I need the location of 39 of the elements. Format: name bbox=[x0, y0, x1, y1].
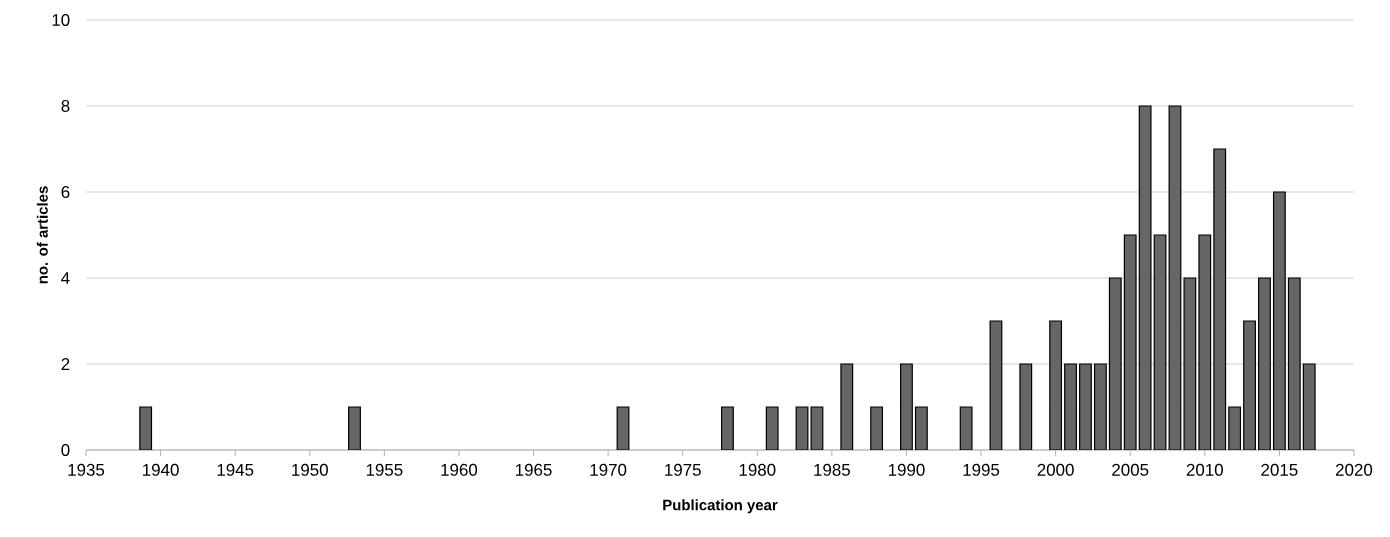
x-tick-label: 1970 bbox=[590, 463, 627, 476]
x-tick-label: 2000 bbox=[1037, 463, 1074, 476]
bar bbox=[348, 406, 361, 450]
x-tick-label: 1945 bbox=[217, 463, 254, 476]
bar bbox=[721, 406, 734, 450]
x-tick-label: 1990 bbox=[888, 463, 925, 476]
bar bbox=[914, 406, 928, 450]
x-tick-label: 1950 bbox=[292, 463, 328, 476]
bar bbox=[1064, 363, 1077, 450]
bar bbox=[1228, 406, 1242, 450]
x-tick-label: 2005 bbox=[1112, 463, 1149, 476]
bar bbox=[900, 363, 913, 450]
x-tick-label: 1935 bbox=[68, 463, 105, 476]
bar bbox=[870, 406, 884, 450]
x-tick-label: 1995 bbox=[963, 463, 1000, 476]
x-tick-label: 2010 bbox=[1186, 463, 1223, 476]
y-tick-label: 6 bbox=[61, 186, 70, 198]
bar bbox=[1258, 277, 1271, 450]
x-tick-label: 1955 bbox=[366, 463, 403, 476]
x-axis-title: Publication year bbox=[663, 499, 778, 514]
x-tick-label: 1980 bbox=[739, 463, 776, 476]
bar bbox=[1243, 320, 1256, 450]
x-tick-label: 1975 bbox=[665, 463, 701, 476]
x-tick-label: 1940 bbox=[143, 463, 179, 476]
y-axis-title: no. of articles bbox=[36, 186, 48, 284]
x-tick-label: 1965 bbox=[515, 463, 552, 476]
y-tick-label: 10 bbox=[52, 14, 70, 26]
bar bbox=[1049, 320, 1063, 450]
x-tick-label: 2015 bbox=[1261, 463, 1298, 476]
x-tick-label: 1960 bbox=[441, 463, 478, 476]
x-tick-label: 1985 bbox=[814, 463, 850, 476]
x-tick-label: 2020 bbox=[1335, 463, 1373, 476]
y-tick-label: 2 bbox=[61, 358, 70, 370]
bar bbox=[1079, 363, 1092, 450]
bar bbox=[1093, 363, 1107, 450]
y-tick-label: 8 bbox=[61, 100, 70, 112]
bar bbox=[1272, 191, 1286, 450]
y-tick-label: 4 bbox=[61, 272, 70, 284]
y-tick-label: 0 bbox=[61, 444, 70, 456]
